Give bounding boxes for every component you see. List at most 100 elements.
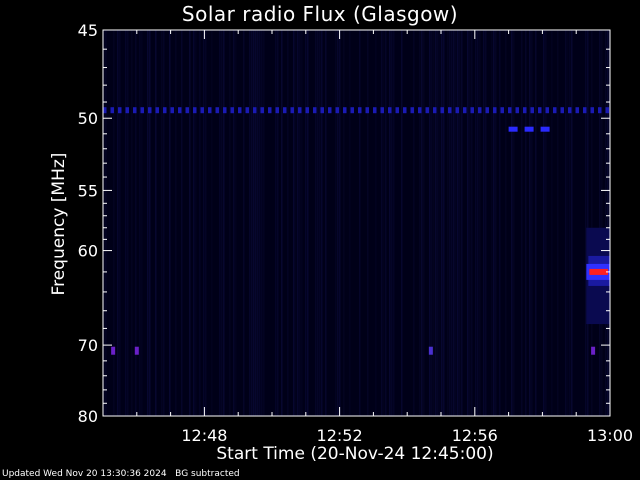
- interference-band-mark: [388, 107, 392, 114]
- noise-streak: [295, 30, 297, 416]
- noise-streak: [535, 30, 537, 416]
- noise-streak: [429, 30, 431, 416]
- noise-streak: [135, 30, 137, 416]
- noise-streak: [423, 30, 425, 416]
- noise-streak: [147, 30, 149, 416]
- emission-spot: [428, 346, 433, 355]
- interference-band-mark: [215, 107, 219, 114]
- interference-band-mark: [163, 107, 167, 114]
- noise-streak: [301, 30, 303, 416]
- noise-streak: [421, 30, 423, 416]
- noise-streak: [585, 30, 587, 416]
- interference-band-mark: [493, 107, 497, 114]
- interference-band-mark: [440, 107, 444, 114]
- noise-streak: [567, 30, 569, 416]
- noise-streak: [189, 30, 191, 416]
- noise-streak: [469, 30, 471, 416]
- noise-streak: [587, 30, 589, 416]
- interference-band-mark: [448, 107, 452, 114]
- y-tick-label: 50: [78, 109, 98, 128]
- noise-streak: [233, 30, 235, 416]
- noise-streak: [169, 30, 171, 416]
- noise-streak: [525, 30, 527, 416]
- noise-streak: [441, 30, 443, 416]
- interference-band-mark: [560, 107, 564, 114]
- interference-band-mark: [455, 107, 459, 114]
- interference-band-mark: [350, 107, 354, 114]
- noise-streak: [305, 30, 307, 416]
- noise-streak: [223, 30, 225, 416]
- noise-streak: [383, 30, 385, 416]
- noise-streak: [513, 30, 515, 416]
- noise-streak: [235, 30, 237, 416]
- interference-band-mark: [290, 107, 294, 114]
- noise-streak: [385, 30, 387, 416]
- noise-streak: [521, 30, 523, 416]
- noise-streak: [299, 30, 301, 416]
- noise-streak: [453, 30, 455, 416]
- noise-streak: [479, 30, 481, 416]
- noise-streak: [485, 30, 487, 416]
- noise-streak: [219, 30, 221, 416]
- interference-band-mark: [485, 107, 489, 114]
- y-tick-label: 45: [78, 21, 98, 40]
- interference-band-mark: [590, 107, 594, 114]
- noise-streak: [393, 30, 395, 416]
- noise-streak: [181, 30, 183, 416]
- interference-band-mark: [313, 107, 317, 114]
- x-tick-label: 12:52: [317, 426, 363, 445]
- noise-streak: [257, 30, 259, 416]
- interference-band-mark: [515, 107, 519, 114]
- interference-band-mark: [110, 107, 114, 114]
- interference-band-mark: [463, 107, 467, 114]
- noise-streak: [141, 30, 143, 416]
- interference-band-mark: [508, 107, 512, 114]
- noise-streak: [249, 30, 251, 416]
- noise-streak: [243, 30, 245, 416]
- y-tick-label: 80: [78, 407, 98, 426]
- noise-streak: [511, 30, 513, 416]
- interference-band-mark: [523, 107, 527, 114]
- noise-streak: [557, 30, 559, 416]
- noise-streak: [339, 30, 341, 416]
- noise-streak: [253, 30, 255, 416]
- interference-band-mark: [553, 107, 557, 114]
- interference-band-mark: [238, 107, 242, 114]
- noise-streak: [455, 30, 457, 416]
- interference-band-mark: [598, 107, 602, 114]
- interference-band-mark: [365, 107, 369, 114]
- interference-band-mark: [275, 107, 279, 114]
- noise-streak: [359, 30, 361, 416]
- noise-streak: [163, 30, 165, 416]
- interference-band-mark: [155, 107, 159, 114]
- updated-timestamp: Updated Wed Nov 20 13:30:36 2024: [2, 469, 167, 479]
- noise-streak: [139, 30, 141, 416]
- noise-streak: [367, 30, 369, 416]
- noise-streak: [435, 30, 437, 416]
- noise-streak: [449, 30, 451, 416]
- interference-band-mark: [583, 107, 587, 114]
- noise-streak: [413, 30, 415, 416]
- noise-streak: [287, 30, 289, 416]
- emission-spot: [591, 346, 596, 355]
- noise-streak: [571, 30, 573, 416]
- interference-band-mark: [343, 107, 347, 114]
- noise-streak: [419, 30, 421, 416]
- noise-streak: [605, 30, 607, 416]
- plot-axes: 45 50 55 60 70 80 12:48 12:52 12:56 13:00: [78, 21, 633, 445]
- noise-streak: [251, 30, 253, 416]
- interference-band-mark: [283, 107, 287, 114]
- noise-streak: [447, 30, 449, 416]
- noise-streak: [531, 30, 533, 416]
- noise-streak: [475, 30, 477, 416]
- interference-band-mark: [103, 107, 107, 114]
- noise-streak: [471, 30, 473, 416]
- noise-streak: [105, 30, 107, 416]
- noise-streak: [259, 30, 261, 416]
- noise-streak: [149, 30, 151, 416]
- interference-band-mark: [538, 107, 542, 114]
- noise-streak: [551, 30, 553, 416]
- noise-streak: [375, 30, 377, 416]
- noise-streak: [261, 30, 263, 416]
- noise-streak: [211, 30, 213, 416]
